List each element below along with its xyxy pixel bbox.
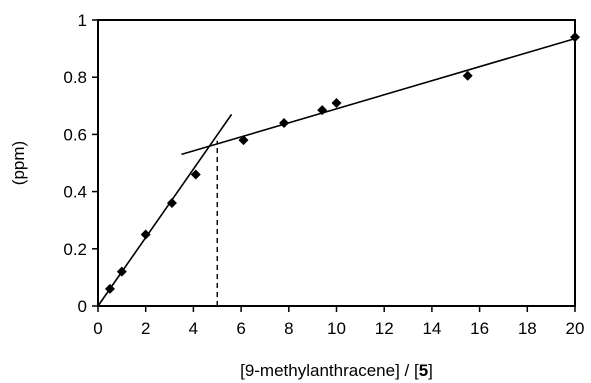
y-tick-label: 1 xyxy=(78,11,87,30)
data-point xyxy=(116,266,127,277)
y-tick-label: 0.8 xyxy=(63,68,87,87)
x-axis-label: [9-methylanthracene] / [5] xyxy=(240,361,433,380)
x-ticks: 0 2 4 6 8 10 12 14 16 18 20 xyxy=(93,306,584,338)
x-axis-label-compound: 5 xyxy=(419,361,428,380)
data-point xyxy=(462,70,473,81)
data-points xyxy=(104,32,580,294)
data-point xyxy=(317,105,328,116)
x-tick-label: 12 xyxy=(375,319,394,338)
data-point xyxy=(331,97,342,108)
x-tick-label: 16 xyxy=(470,319,489,338)
data-point xyxy=(140,229,151,240)
x-tick-label: 18 xyxy=(518,319,537,338)
y-ticks: 0 0.2 0.4 0.6 0.8 1 xyxy=(63,11,98,316)
y-tick-label: 0.6 xyxy=(63,125,87,144)
plot-area: 0 2 4 6 8 10 12 14 16 18 20 0 0.2 0.4 0.6 0.8 1 xyxy=(63,11,584,338)
y-tick-label: 0 xyxy=(78,297,87,316)
data-point xyxy=(279,117,290,128)
data-point xyxy=(104,283,115,294)
y-axis-label: (ppm) xyxy=(9,141,28,185)
y-tick-label: 0.4 xyxy=(63,183,87,202)
fit-line xyxy=(181,37,576,156)
data-point xyxy=(166,198,177,209)
data-point xyxy=(238,135,249,146)
x-tick-label: 10 xyxy=(327,319,346,338)
x-tick-label: 14 xyxy=(422,319,441,338)
fit-line xyxy=(97,113,233,307)
x-tick-label: 2 xyxy=(141,319,150,338)
x-tick-label: 6 xyxy=(236,319,245,338)
fit-lines xyxy=(97,37,576,307)
y-tick-label: 0.2 xyxy=(63,240,87,259)
x-tick-label: 0 xyxy=(93,319,102,338)
x-axis-label-prefix: [9-methylanthracene] / [ xyxy=(240,361,419,380)
x-tick-label: 8 xyxy=(284,319,293,338)
plot-frame xyxy=(97,19,576,307)
data-point xyxy=(190,169,201,180)
x-axis-label-suffix: ] xyxy=(428,361,433,380)
x-tick-label: 20 xyxy=(566,319,585,338)
x-tick-label: 4 xyxy=(189,319,198,338)
